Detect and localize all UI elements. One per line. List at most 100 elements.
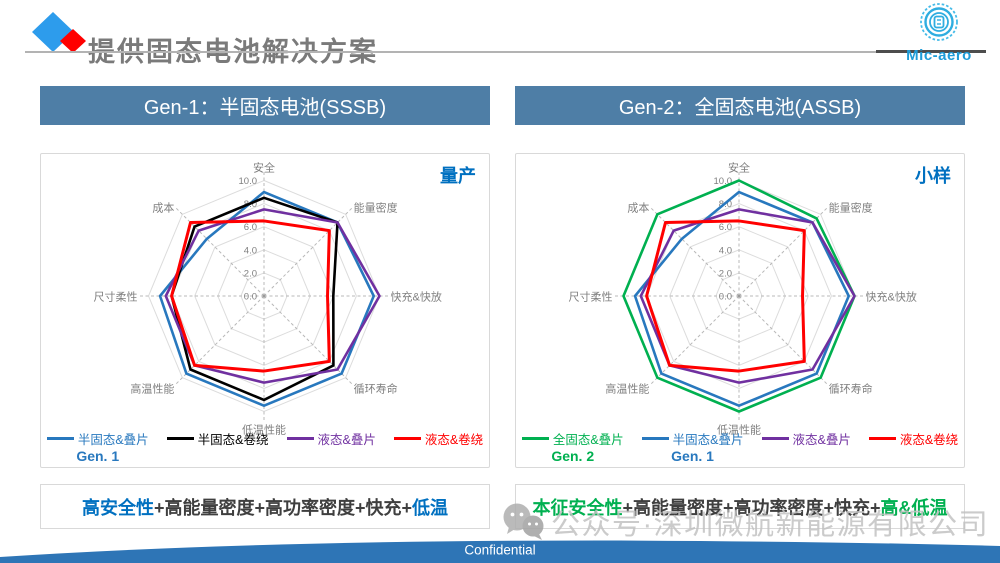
- axis-label: 成本: [627, 200, 649, 214]
- radial-axis-line: [263, 206, 354, 297]
- legend-swatch: [521, 437, 549, 440]
- axis-label: 高温性能: [605, 382, 649, 396]
- legend-label: 半固态&卷绕: [197, 433, 269, 447]
- legend-item: 半固态&叠片 Gen. 1: [46, 429, 149, 465]
- title-diamonds-icon: [32, 12, 86, 53]
- axis-label: 安全: [728, 161, 750, 175]
- tick-label: 4.0: [719, 245, 732, 256]
- section-header-gen1: Gen-1：半固态电池(SSSB): [40, 86, 490, 125]
- axis-label: 低温性能: [242, 423, 286, 437]
- generation-label: Gen. 1: [76, 448, 120, 464]
- axis-label: 尺寸柔性: [94, 290, 138, 304]
- title-underline-dark-segment: [876, 50, 986, 53]
- mic-aero-emblem-icon: [920, 3, 958, 41]
- tick-label: 0.0: [244, 292, 257, 303]
- axis-label: 尺寸柔性: [569, 290, 613, 304]
- summary-segment: +高能量密度+高功率密度+快充+: [153, 497, 413, 518]
- summary-segment: 本征安全性: [532, 497, 623, 518]
- tick-label: 10.0: [239, 176, 258, 187]
- legend-label: 全固态&叠片: [552, 433, 624, 447]
- axis-label: 能量密度: [354, 200, 398, 214]
- summary-box-gen1: 高安全性 +高能量密度+高功率密度+快充+ 低温: [40, 484, 490, 529]
- legend-gen2: 全固态&叠片 Gen. 2 半固态&叠片 Gen. 1 液态&叠片 液态&卷绕: [516, 429, 964, 465]
- chart-center-dot: [737, 294, 741, 298]
- axis-label: 循环寿命: [354, 382, 398, 396]
- brand-logo: Mic-aero: [900, 2, 978, 64]
- legend-label: 液态&叠片: [317, 433, 376, 447]
- legend-item: 半固态&叠片 Gen. 1: [641, 429, 744, 465]
- series-液态&卷绕: [170, 219, 331, 373]
- legend-swatch: [761, 437, 789, 440]
- red-diamond-icon: [60, 29, 86, 53]
- series-半固态&叠片: [633, 190, 851, 408]
- radial-axis-line: [174, 295, 265, 386]
- radar-chart-gen1: 0.02.04.06.08.010.0安全能量密度快充&快放循环寿命低温性能高温…: [94, 161, 442, 437]
- legend-label: 液态&叠片: [792, 433, 851, 447]
- axis-label: 循环寿命: [829, 382, 873, 396]
- legend-swatch: [286, 437, 314, 440]
- tick-label: 2.0: [244, 268, 257, 279]
- tick-label: 6.0: [719, 222, 732, 233]
- series-液态&卷绕: [645, 219, 806, 373]
- tick-label: 10.0: [714, 176, 733, 187]
- legend-gen1: 半固态&叠片 Gen. 1 半固态&卷绕 液态&叠片 液态&卷绕: [41, 429, 489, 465]
- grid-ring: [194, 226, 334, 366]
- series-液态&叠片: [639, 208, 856, 384]
- legend-item: 液态&叠片: [761, 429, 851, 465]
- series-半固态&叠片: [158, 190, 376, 408]
- footer-confidential-text: Confidential: [464, 543, 535, 558]
- radar-chart-gen2: 0.02.04.06.08.010.0安全能量密度快充&快放循环寿命低温性能高温…: [569, 161, 917, 437]
- axis-label: 高温性能: [130, 382, 174, 396]
- legend-item: 全固态&叠片 Gen. 2: [521, 429, 624, 465]
- series-全固态&叠片: [622, 179, 856, 413]
- brand-name: Mic-aero: [906, 47, 972, 64]
- radial-axis-line: [738, 295, 829, 386]
- axis-label: 安全: [253, 161, 275, 175]
- tick-label: 2.0: [719, 268, 732, 279]
- grid-ring: [646, 203, 832, 389]
- section-header-gen2: Gen-2：全固态电池(ASSB): [515, 86, 965, 125]
- tick-label: 0.0: [719, 292, 732, 303]
- radial-axis-line: [263, 295, 354, 386]
- grid-ring: [669, 226, 809, 366]
- legend-label: 液态&卷绕: [424, 433, 484, 447]
- series-半固态&卷绕: [170, 196, 339, 402]
- legend-item: 液态&叠片: [286, 429, 376, 465]
- legend-swatch: [641, 437, 669, 440]
- legend-swatch: [393, 437, 421, 440]
- tick-label: 4.0: [244, 245, 257, 256]
- stage-label-gen1: 量产: [440, 166, 476, 186]
- footer-band: Confidential: [0, 540, 1000, 563]
- legend-swatch: [46, 437, 74, 440]
- radial-axis-line: [738, 206, 829, 297]
- generation-label: Gen. 2: [551, 448, 595, 464]
- radar-chart-panel-gen1: 0.0 2.0 4.0 6.0 8.0 10.0 安全 能量密度 快充&快放 循环寿命 低温性能 高温…: [40, 153, 490, 468]
- grid-ring: [171, 203, 357, 389]
- summary-segment: 低温: [412, 497, 449, 518]
- legend-label: 半固态&叠片: [77, 433, 149, 447]
- generation-label: Gen. 1: [671, 448, 714, 464]
- legend-item: 液态&卷绕: [393, 429, 484, 465]
- title-underline: [25, 51, 985, 53]
- page-title: 提供固态电池解决方案: [88, 37, 378, 68]
- legend-item: 液态&卷绕: [868, 429, 959, 465]
- chart-center-dot: [262, 294, 266, 298]
- tick-label: 6.0: [244, 222, 257, 233]
- summary-segment: +高能量密度+高功率密度+快充+: [622, 497, 881, 518]
- summary-box-gen2: 本征安全性 +高能量密度+高功率密度+快充+ 高&低温: [515, 484, 965, 529]
- axis-label: 成本: [152, 200, 174, 214]
- axis-label: 快充&快放: [866, 290, 917, 304]
- legend-label: 液态&卷绕: [899, 433, 959, 447]
- stage-label-gen2: 小样: [915, 166, 951, 186]
- legend-item: 半固态&卷绕: [166, 429, 269, 465]
- legend-label: 半固态&叠片: [672, 433, 744, 447]
- radar-chart-panel-gen2: 0.0 2.0 4.0 6.0 8.0 10.0 安全 能量密度 快充&快放 循环寿命 低温性能 高温…: [515, 153, 965, 468]
- series-液态&叠片: [164, 208, 381, 384]
- legend-swatch: [868, 437, 896, 440]
- legend-swatch: [166, 437, 194, 440]
- axis-label: 快充&快放: [391, 290, 442, 304]
- summary-segment: 高&低温: [880, 497, 948, 518]
- axis-label: 能量密度: [829, 200, 873, 214]
- axis-label: 低温性能: [717, 423, 761, 437]
- radial-axis-line: [649, 295, 740, 386]
